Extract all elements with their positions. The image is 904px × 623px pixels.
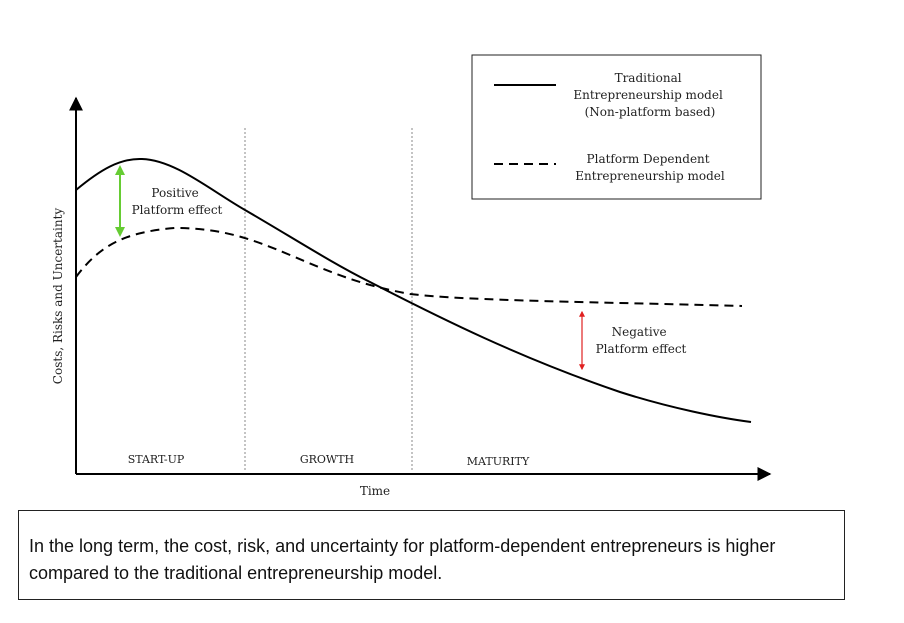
positive-effect-label: Positive Platform effect [132,186,223,217]
phase-label-growth: GROWTH [300,453,354,466]
positive-effect-line-1: Positive [151,186,198,200]
phase-label-startup: START-UP [128,453,185,466]
legend-box [471,54,762,200]
negative-effect-label: Negative Platform effect [596,325,687,356]
negative-effect-line-1: Negative [612,325,667,339]
legend-platform-line-1: Platform Dependent [587,152,710,166]
positive-effect-line-2: Platform effect [132,203,223,217]
caption-box: In the long term, the cost, risk, and un… [18,510,845,600]
legend-traditional-line-2: Entrepreneurship model [573,88,723,102]
legend-platform-label: Platform Dependent Entrepreneurship mode… [575,152,725,183]
legend-platform-line-2: Entrepreneurship model [575,169,725,183]
caption-text: In the long term, the cost, risk, and un… [29,536,776,583]
legend-traditional-label: Traditional Entrepreneurship model (Non-… [573,71,726,119]
legend: Traditional Entrepreneurship model (Non-… [471,54,762,200]
legend-traditional-line-1: Traditional [615,71,682,85]
platform-dependent-curve [75,226,743,307]
legend-traditional-line-3: (Non-platform based) [585,105,716,119]
traditional-model-curve [75,157,752,423]
phase-label-maturity: MATURITY [467,455,530,468]
y-axis-label: Costs, Risks and Uncertainty [51,208,65,385]
negative-effect-line-2: Platform effect [596,342,687,356]
x-axis-label: Time [360,484,390,498]
